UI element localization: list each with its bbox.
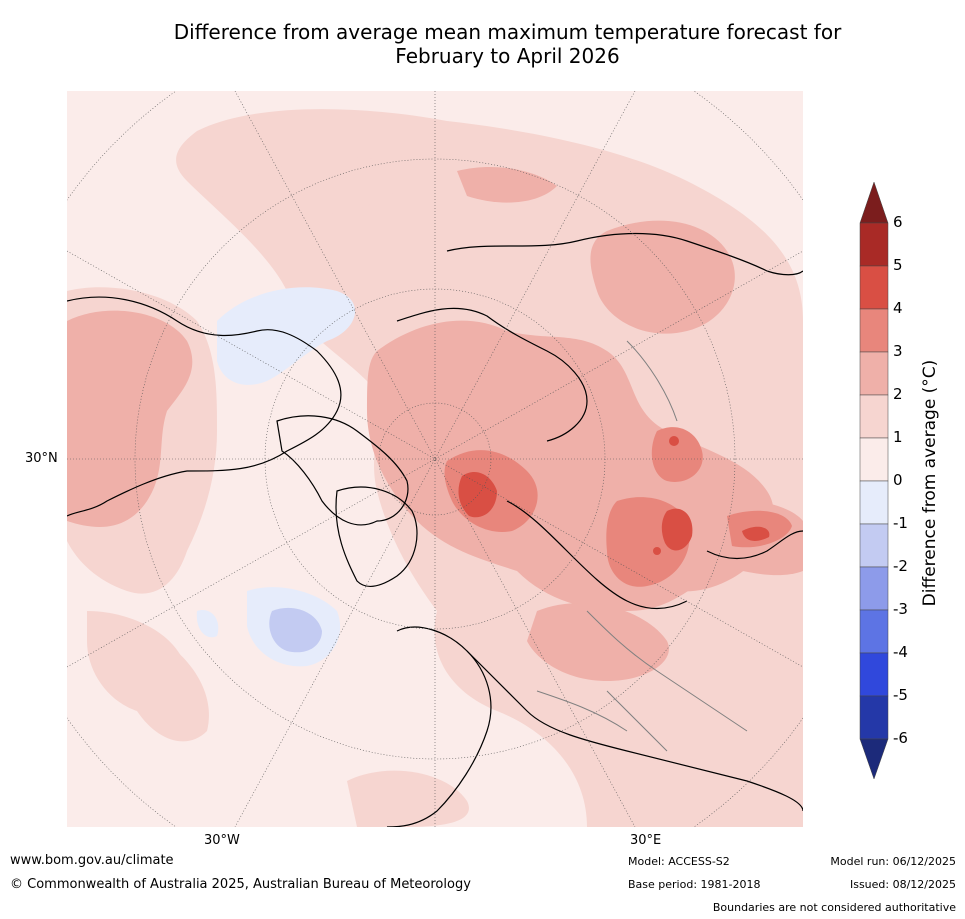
colorbar-extend-max — [859, 181, 889, 224]
colorbar-tick-label: 6 — [893, 213, 903, 231]
colorbar-segment-m3_to_m2 — [859, 566, 889, 611]
colorbar-tick-label: 3 — [893, 342, 903, 360]
coastlines — [67, 232, 803, 827]
colorbar-segment-1_to_2 — [859, 394, 889, 439]
colorbar-tick-label: 5 — [893, 256, 903, 274]
colorbar-tick-label: 2 — [893, 385, 903, 403]
colorbar-tick-label: 1 — [893, 428, 903, 446]
colorbar-label: Difference from average (°C) — [920, 359, 940, 607]
colorbar-tick-label: 4 — [893, 299, 903, 317]
graticule — [67, 91, 803, 827]
colorbar-tick-label: 0 — [893, 471, 903, 489]
colorbar-tick-label: -4 — [893, 643, 908, 661]
colorbar-tick-label: -1 — [893, 514, 908, 532]
colorbar-segment-3_to_4 — [859, 308, 889, 353]
title-line-2: February to April 2026 — [395, 44, 620, 68]
lat-label-30n: 30°N — [25, 451, 58, 466]
colorbar-segment-4_to_5 — [859, 265, 889, 310]
footer-issued: Issued: 08/12/2025 — [849, 878, 956, 891]
chart-title: Difference from average mean maximum tem… — [0, 20, 965, 68]
anomaly-minus-2-to-minus-1 — [269, 607, 322, 653]
colorbar-tick-label: -3 — [893, 600, 908, 618]
colorbar-segment-5_to_6 — [859, 222, 889, 267]
borders — [536, 340, 748, 752]
anomaly-4-to-5 — [458, 436, 770, 555]
colorbar-tick-label: -5 — [893, 686, 908, 704]
colorbar-segment-2_to_3 — [859, 351, 889, 396]
colorbar-segment-m6_to_m5 — [859, 695, 889, 740]
colorbar-segment-m5_to_m4 — [859, 652, 889, 697]
colorbar-segment-m4_to_m3 — [859, 609, 889, 654]
colorbar-segment-m2_to_m1 — [859, 523, 889, 568]
footer-model: Model: ACCESS-S2 — [628, 855, 730, 868]
colorbar — [859, 181, 889, 780]
colorbar-tick-label: -2 — [893, 557, 908, 575]
lon-label-30e: 30°E — [630, 833, 662, 848]
colorbar-extend-min — [859, 738, 889, 780]
colorbar-segment-m1_to_0 — [859, 480, 889, 525]
footer-url[interactable]: www.bom.gov.au/climate — [10, 853, 174, 868]
colorbar-segment-0_to_1 — [859, 437, 889, 482]
footer-copyright: © Commonwealth of Australia 2025, Austra… — [10, 877, 471, 892]
lon-label-30w: 30°W — [204, 833, 240, 848]
footer-model-run: Model run: 06/12/2025 — [830, 855, 956, 868]
footer-base-period: Base period: 1981-2018 — [628, 878, 761, 891]
title-line-1: Difference from average mean maximum tem… — [173, 20, 842, 44]
footer-disclaimer: Boundaries are not considered authoritat… — [712, 901, 956, 914]
temperature-anomaly-map — [67, 91, 803, 827]
colorbar-tick-label: -6 — [893, 729, 908, 747]
